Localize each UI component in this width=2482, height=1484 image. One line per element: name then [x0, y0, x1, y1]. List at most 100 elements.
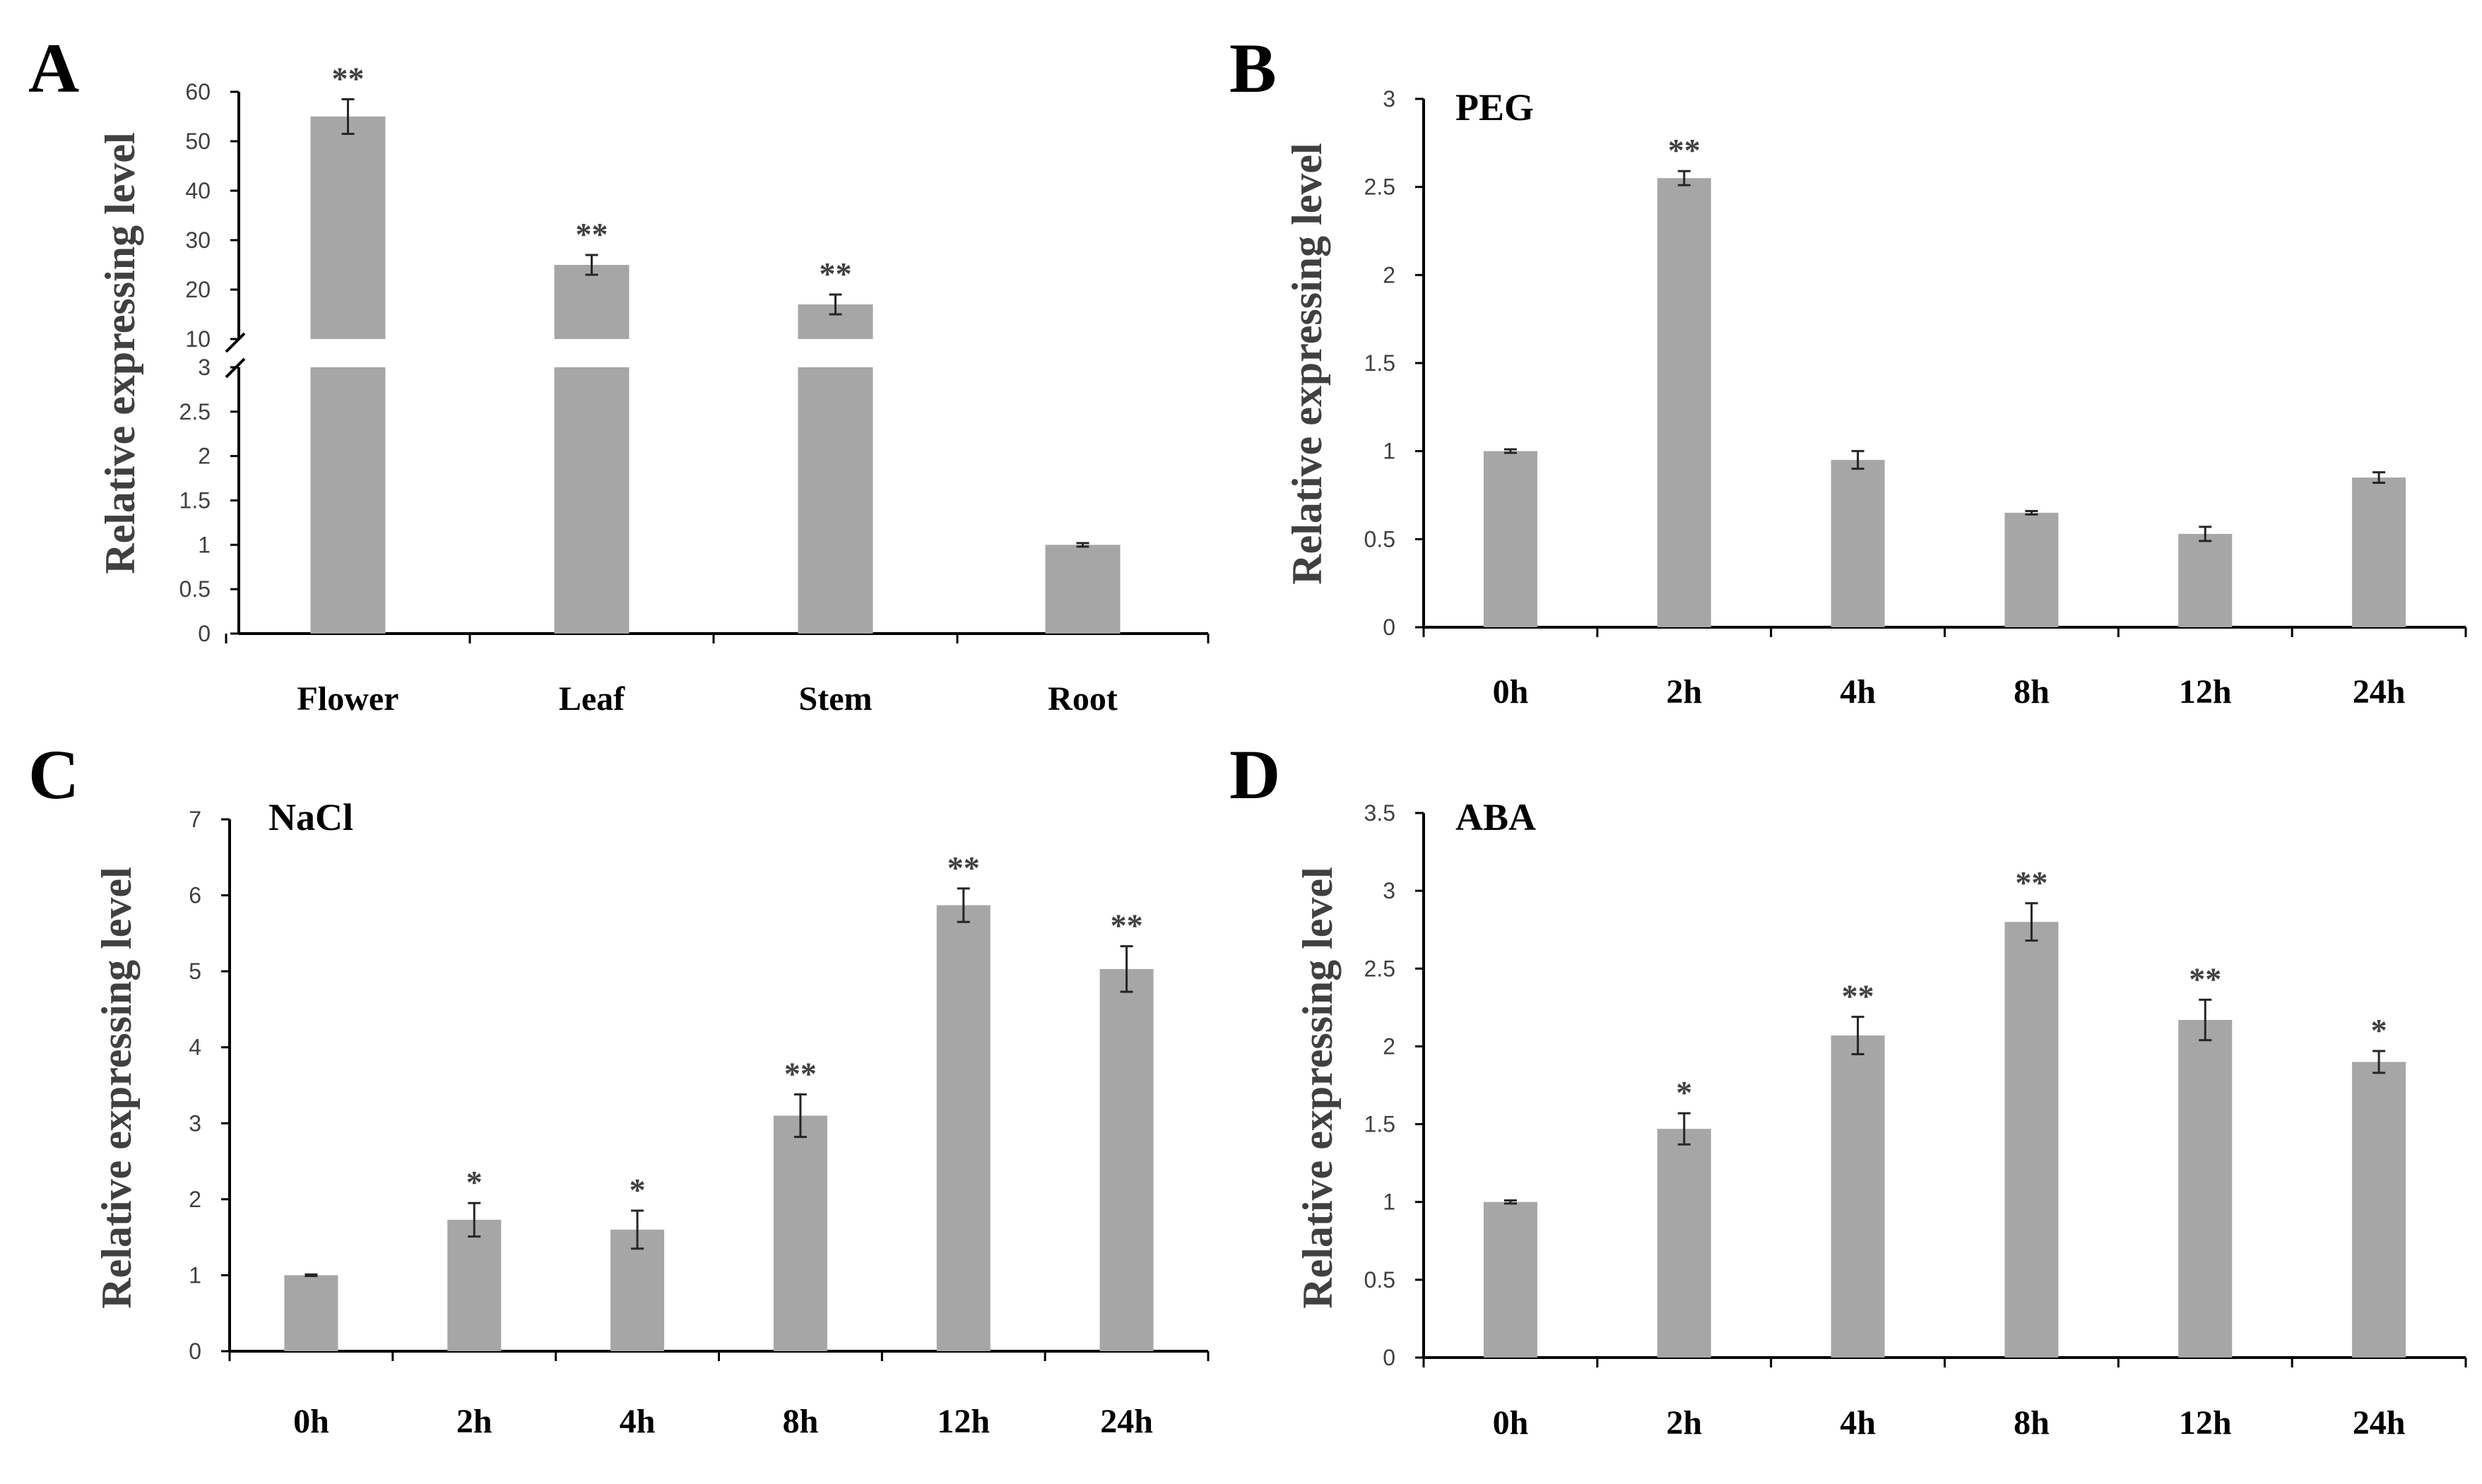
error-bar: [2372, 471, 2386, 485]
y-tick-label: 1: [1383, 439, 1395, 464]
y-tick-label: 7: [189, 807, 201, 832]
error-bar: [305, 1273, 318, 1277]
error-bar: [1503, 448, 1517, 454]
bar-24h: [2352, 477, 2406, 627]
y-tick-label: 3: [198, 355, 211, 380]
significance-label: **: [1668, 132, 1701, 168]
y-tick-label: 2.5: [1364, 174, 1395, 200]
y-tick-label: 2: [1383, 1033, 1395, 1059]
bar-24h: [1099, 968, 1154, 1351]
significance-label: **: [784, 1055, 817, 1091]
y-tick-label: 20: [185, 277, 211, 302]
bar-24h: [2352, 1062, 2406, 1358]
significance-label: *: [630, 1172, 646, 1208]
error-bar: [829, 293, 842, 316]
error-bar: [1076, 542, 1089, 548]
error-bar: [341, 98, 355, 135]
bar-0h: [1483, 451, 1537, 627]
y-tick-label: 60: [185, 79, 211, 105]
y-tick-label: 0.5: [179, 576, 211, 602]
bar-2h: [1657, 1129, 1711, 1358]
y-axis-label: Relative expressing level: [1294, 867, 1341, 1308]
significance-label: *: [2371, 1012, 2387, 1048]
x-tick-label: 24h: [1100, 1403, 1153, 1440]
bar-root: [1045, 545, 1121, 634]
bar-12h: [2178, 533, 2233, 627]
y-axis-label: Relative expressing level: [93, 867, 140, 1308]
y-tick-label: 0: [189, 1338, 201, 1364]
x-tick-label: 4h: [1840, 1404, 1876, 1442]
bar-12h: [2178, 1019, 2233, 1358]
y-tick-label: 1.5: [1364, 350, 1395, 376]
y-tick-label: 10: [185, 326, 211, 352]
error-bar: [1677, 1112, 1691, 1146]
x-tick-label: Root: [1048, 680, 1118, 718]
x-tick-label: 2h: [1666, 673, 1702, 711]
y-tick-label: 50: [185, 129, 211, 154]
error-bar: [957, 887, 970, 923]
bar-2h: [1657, 178, 1711, 627]
y-tick-label: 40: [185, 178, 211, 203]
chart-panel-c: C NaCl Relative expressing level 0 1 2 3 4 5 6 7 0h…: [28, 735, 1210, 1440]
error-bar: [2025, 902, 2038, 942]
error-bar: [1503, 1199, 1517, 1205]
error-bar: [2372, 1050, 2386, 1074]
chart-title: ABA: [1455, 796, 1536, 838]
error-bar: [2025, 509, 2038, 516]
y-tick-label: 3: [1383, 86, 1395, 112]
error-bar: [1851, 450, 1865, 470]
x-tick-label: 4h: [620, 1403, 656, 1440]
x-tick-label: 0h: [1493, 1404, 1529, 1442]
y-tick-label: 3.5: [1364, 800, 1395, 826]
x-tick-label: 2h: [456, 1403, 492, 1440]
panel-letter: D: [1229, 735, 1280, 814]
y-tick-label: 2: [1383, 262, 1395, 287]
significance-label: **: [1111, 908, 1143, 944]
y-tick-label: 4: [189, 1035, 201, 1060]
bar-0h: [284, 1275, 338, 1351]
x-tick-label: 8h: [2014, 673, 2050, 711]
x-tick-label: Leaf: [559, 680, 625, 718]
chart-panel-a: A Relative expressing level 0 0.5 1 1.5 2 2.5 3 1…: [28, 29, 1210, 718]
bar-upper-leaf: [554, 265, 630, 339]
y-tick-label: 0: [198, 621, 211, 646]
y-tick-label: 1.5: [1364, 1112, 1395, 1137]
error-bar: [1851, 1016, 1865, 1055]
bar-stem: [798, 367, 873, 634]
y-tick-label: 2: [198, 444, 211, 469]
y-tick-label: 0: [1383, 615, 1395, 640]
chart-title: PEG: [1455, 86, 1534, 129]
x-tick-label: 0h: [293, 1403, 329, 1440]
bar-8h: [2004, 922, 2059, 1358]
bar-4h: [1831, 1035, 1885, 1358]
chart-panel-b: B PEG Relative expressing level 0 0.5 1 1.5 2 2.…: [1229, 29, 2467, 711]
y-tick-label: 0: [1383, 1345, 1395, 1370]
significance-label: **: [576, 216, 608, 252]
y-tick-label: 3: [1383, 878, 1395, 903]
error-bar: [1677, 170, 1691, 186]
bar-upper-flower: [310, 117, 386, 339]
y-tick-label: 1: [1383, 1189, 1395, 1215]
bar-2h: [447, 1219, 502, 1351]
bar-12h: [936, 905, 991, 1351]
bar-8h: [773, 1115, 827, 1351]
significance-label: **: [1842, 978, 1874, 1014]
significance-label: **: [820, 256, 852, 292]
error-bar: [2199, 526, 2212, 542]
x-tick-label: 12h: [2179, 1404, 2232, 1442]
x-tick-label: 4h: [1840, 673, 1876, 711]
bar-0h: [1483, 1201, 1537, 1358]
y-axis-label: Relative expressing level: [1284, 143, 1330, 584]
significance-label: **: [332, 61, 365, 97]
bar-8h: [2004, 512, 2059, 627]
y-tick-label: 1: [189, 1262, 201, 1288]
panel-letter: B: [1229, 29, 1277, 107]
chart-title: NaCl: [268, 796, 353, 838]
bar-4h: [1831, 460, 1885, 627]
y-tick-label: 30: [185, 227, 211, 253]
significance-label: *: [1676, 1074, 1692, 1110]
y-axis-label: Relative expressing level: [97, 132, 143, 574]
x-tick-label: 0h: [1493, 673, 1529, 711]
significance-label: **: [947, 850, 980, 886]
